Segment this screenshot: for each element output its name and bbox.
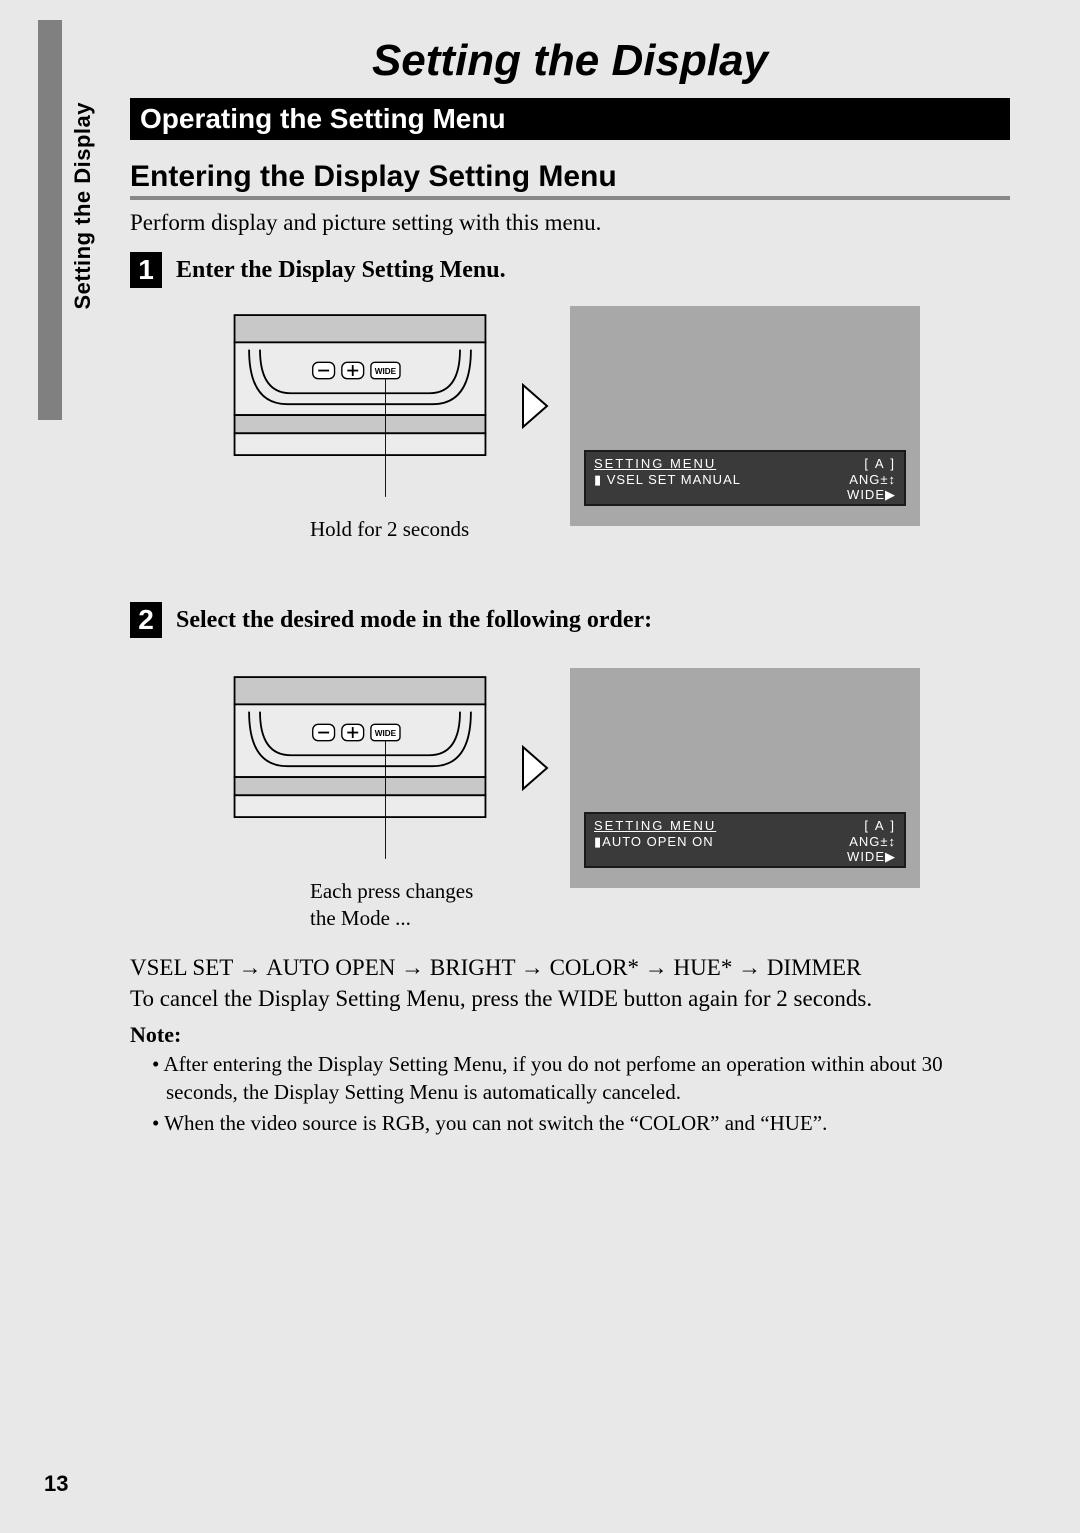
lcd-line2-right: ANG±↕ [849,834,896,850]
section-heading: Operating the Setting Menu [130,98,1010,140]
subheading: Entering the Display Setting Menu [130,160,1010,200]
svg-text:WIDE: WIDE [375,729,397,738]
lcd-line2-left: ▮AUTO OPEN ON [594,834,714,850]
step-title: Enter the Display Setting Menu. [176,252,506,288]
svg-text:WIDE: WIDE [375,367,397,376]
mode-sequence: VSEL SET → AUTO OPEN → BRIGHT → COLOR* →… [130,954,1010,981]
cancel-instruction: To cancel the Display Setting Menu, pres… [130,986,1010,1012]
page-number: 13 [44,1471,68,1497]
step-number-badge: 2 [130,602,162,638]
display-screen: SETTING MENU [ A ] ▮AUTO OPEN ON ANG±↕ W… [570,668,920,888]
side-tab [38,20,62,420]
manual-page: Setting the Display Setting the Display … [0,0,1080,1533]
lcd-header-right: [ A ] [864,456,896,471]
intro-text: Perform display and picture setting with… [130,210,601,236]
device-illustration: WIDE [220,668,500,873]
device-illustration: WIDE [220,306,500,511]
note-heading: Note: [130,1022,181,1048]
step-2: 2 Select the desired mode in the followi… [130,602,1010,638]
lcd-line2-right: ANG±↕ [849,472,896,488]
lcd-line3: WIDE▶ [594,487,896,503]
lcd-readout: SETTING MENU [ A ] ▮AUTO OPEN ON ANG±↕ W… [584,812,906,868]
step-1: 1 Enter the Display Setting Menu. [130,252,1010,288]
step-title: Select the desired mode in the following… [176,602,652,638]
caption-step-1: Hold for 2 seconds [310,516,469,543]
lcd-line2-left: ▮ VSEL SET MANUAL [594,472,741,488]
note-item: When the video source is RGB, you can no… [152,1109,1010,1137]
page-title: Setting the Display [130,36,1010,86]
note-list: After entering the Display Setting Menu,… [152,1050,1010,1139]
diagram-step-2: WIDE SETTING MENU [ A ] ▮AUTO OPEN ON AN… [220,668,920,888]
display-screen: SETTING MENU [ A ] ▮ VSEL SET MANUAL ANG… [570,306,920,526]
caption-step-2: Each press changes the Mode ... [310,878,473,933]
arrow-icon [520,306,550,506]
lcd-header-right: [ A ] [864,818,896,833]
side-label: Setting the Display [70,102,96,310]
arrow-icon [520,668,550,868]
lcd-readout: SETTING MENU [ A ] ▮ VSEL SET MANUAL ANG… [584,450,906,506]
diagram-step-1: WIDE SETTING MENU [ A ] ▮ VSEL SET MANUA… [220,306,920,526]
step-number-badge: 1 [130,252,162,288]
lcd-header: SETTING MENU [594,818,716,833]
lcd-header: SETTING MENU [594,456,716,471]
note-item: After entering the Display Setting Menu,… [152,1050,1010,1107]
lcd-line3: WIDE▶ [594,849,896,865]
